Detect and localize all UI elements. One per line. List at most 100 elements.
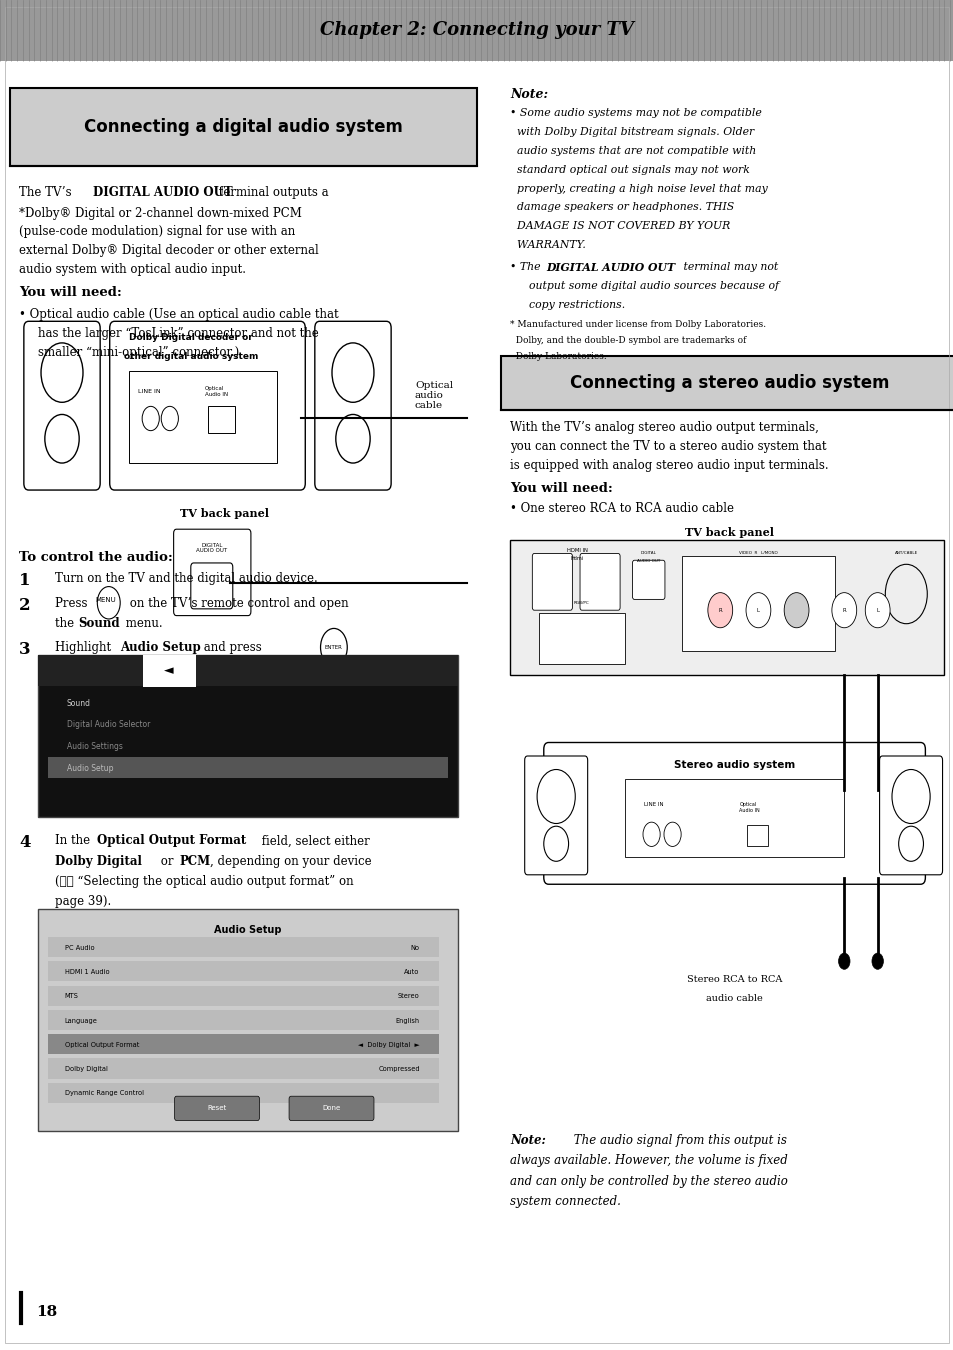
Text: DIGITAL
AUDIO OUT: DIGITAL AUDIO OUT (196, 543, 227, 554)
Text: LINE IN: LINE IN (643, 802, 663, 807)
Text: RGB/PC: RGB/PC (574, 601, 589, 605)
Text: smaller “mini-optical” connector.): smaller “mini-optical” connector.) (38, 346, 239, 359)
Bar (538, 613, 624, 664)
Circle shape (783, 593, 808, 628)
Text: 3: 3 (19, 641, 30, 659)
Text: or: or (157, 855, 177, 868)
Text: ANT/CABLE: ANT/CABLE (894, 551, 917, 555)
Text: terminal outputs a: terminal outputs a (214, 186, 328, 200)
Text: and can only be controlled by the stereo audio: and can only be controlled by the stereo… (510, 1174, 787, 1188)
Text: Connecting a digital audio system: Connecting a digital audio system (84, 117, 402, 136)
Text: The audio signal from this output is: The audio signal from this output is (570, 1134, 786, 1148)
Text: 18: 18 (36, 1305, 57, 1319)
Bar (48, 961, 438, 981)
Text: With the TV’s analog stereo audio output terminals,: With the TV’s analog stereo audio output… (510, 421, 819, 435)
Text: • The: • The (510, 262, 544, 271)
Text: terminal may not: terminal may not (679, 262, 778, 271)
Text: system connected.: system connected. (510, 1195, 620, 1208)
Text: copy restrictions.: copy restrictions. (529, 300, 625, 309)
Bar (48, 1010, 438, 1030)
Text: DIGITAL AUDIO OUT: DIGITAL AUDIO OUT (92, 186, 232, 200)
Text: * Manufactured under license from Dolby Laboratories.: * Manufactured under license from Dolby … (510, 320, 765, 329)
Text: Audio Setup: Audio Setup (120, 641, 201, 655)
Text: Sound: Sound (67, 699, 91, 707)
Text: English: English (395, 1018, 419, 1023)
FancyBboxPatch shape (314, 321, 391, 490)
Circle shape (831, 593, 856, 628)
Bar (48, 1034, 438, 1054)
Text: Optical
Audio IN: Optical Audio IN (739, 802, 760, 813)
Text: , depending on your device: , depending on your device (210, 855, 371, 868)
Circle shape (707, 593, 732, 628)
Text: PCM: PCM (179, 855, 211, 868)
FancyBboxPatch shape (289, 1096, 374, 1120)
Text: L: L (875, 608, 879, 613)
FancyBboxPatch shape (38, 909, 457, 1131)
Text: Dolby Digital: Dolby Digital (55, 855, 142, 868)
Text: L: L (756, 608, 760, 613)
Text: audio system with optical audio input.: audio system with optical audio input. (19, 263, 246, 277)
FancyBboxPatch shape (0, 0, 953, 61)
Text: PC Audio: PC Audio (65, 945, 94, 950)
Text: WARRANTY.: WARRANTY. (510, 240, 586, 250)
Text: HDMI 1 Audio: HDMI 1 Audio (65, 969, 110, 975)
Bar (48, 757, 448, 778)
Text: • One stereo RCA to RCA audio cable: • One stereo RCA to RCA audio cable (510, 502, 734, 516)
FancyBboxPatch shape (10, 88, 476, 166)
Text: Optical Output Format: Optical Output Format (65, 1042, 139, 1048)
Bar (48, 1058, 438, 1079)
Bar (681, 556, 834, 651)
Text: field, select either: field, select either (257, 834, 369, 848)
Text: 2: 2 (19, 597, 30, 614)
Text: 1: 1 (19, 572, 30, 590)
Text: Turn on the TV and the digital audio device.: Turn on the TV and the digital audio dev… (55, 572, 317, 586)
Text: Language: Language (65, 1018, 97, 1023)
Text: TV back panel: TV back panel (684, 526, 774, 537)
Text: You will need:: You will need: (19, 286, 122, 300)
Text: Stereo RCA to RCA: Stereo RCA to RCA (686, 975, 781, 984)
Text: Optical Output Format: Optical Output Format (97, 834, 246, 848)
Text: audio cable: audio cable (705, 994, 762, 1003)
Text: audio systems that are not compatible with: audio systems that are not compatible wi… (510, 146, 756, 155)
Text: Digital Audio Selector: Digital Audio Selector (67, 721, 150, 729)
Text: HDMI IN: HDMI IN (566, 548, 587, 554)
Text: always available. However, the volume is fixed: always available. However, the volume is… (510, 1154, 787, 1168)
Text: R: R (841, 608, 845, 613)
Text: • Optical audio cable (Use an optical audio cable that: • Optical audio cable (Use an optical au… (19, 308, 338, 321)
Text: ◄: ◄ (164, 664, 173, 678)
Text: and press: and press (200, 641, 266, 655)
Text: (pulse-code modulation) signal for use with an: (pulse-code modulation) signal for use w… (19, 225, 295, 239)
FancyBboxPatch shape (632, 560, 664, 599)
Text: (☞˺ “Selecting the optical audio output format” on: (☞˺ “Selecting the optical audio output … (55, 875, 354, 888)
Bar (48, 937, 438, 957)
Text: TV back panel: TV back panel (179, 508, 269, 518)
Text: Dolby Laboratories.: Dolby Laboratories. (510, 352, 606, 362)
Text: ENTER: ENTER (325, 645, 342, 649)
FancyBboxPatch shape (191, 563, 233, 609)
Text: Optical
audio
cable: Optical audio cable (415, 381, 453, 410)
Text: DAMAGE IS NOT COVERED BY YOUR: DAMAGE IS NOT COVERED BY YOUR (510, 221, 730, 231)
Text: Audio Setup: Audio Setup (214, 925, 281, 934)
Text: other digital audio system: other digital audio system (124, 352, 257, 360)
Text: To control the audio:: To control the audio: (19, 551, 172, 564)
Text: Press: Press (55, 597, 91, 610)
Text: Dynamic Range Control: Dynamic Range Control (65, 1091, 144, 1096)
Text: No: No (411, 945, 419, 950)
Text: Connecting a stereo audio system: Connecting a stereo audio system (570, 374, 888, 393)
Text: Audio Setup: Audio Setup (67, 764, 113, 772)
Text: In the: In the (55, 834, 94, 848)
Text: Dolby Digital decoder or: Dolby Digital decoder or (129, 333, 253, 342)
Text: Dolby, and the double-D symbol are trademarks of: Dolby, and the double-D symbol are trade… (510, 336, 746, 346)
Bar (208, 406, 234, 433)
FancyBboxPatch shape (38, 655, 457, 817)
Text: Optical
Audio IN: Optical Audio IN (205, 386, 228, 397)
FancyBboxPatch shape (143, 655, 195, 687)
FancyBboxPatch shape (579, 554, 619, 610)
Text: You will need:: You will need: (510, 482, 613, 495)
Text: Dolby Digital: Dolby Digital (65, 1066, 108, 1072)
Circle shape (871, 953, 882, 969)
Text: on the TV’s remote control and open: on the TV’s remote control and open (126, 597, 348, 610)
Text: page 39).: page 39). (55, 895, 112, 909)
Text: is equipped with analog stereo audio input terminals.: is equipped with analog stereo audio inp… (510, 459, 828, 472)
Text: Sound: Sound (78, 617, 120, 630)
